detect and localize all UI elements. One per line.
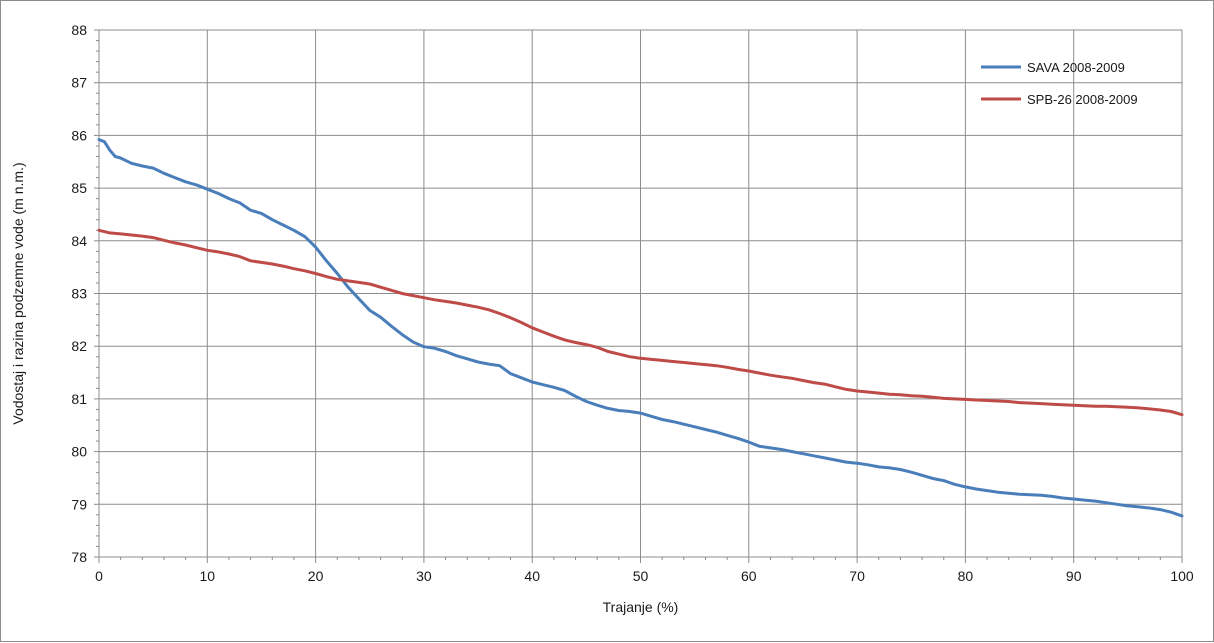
series-line-2 — [97, 228, 1184, 417]
y-tick-label: 78 — [71, 549, 87, 565]
y-axis-title: Vodostaj i razina podzemne vode (m n.m.) — [10, 162, 26, 424]
x-tick-label: 50 — [633, 568, 649, 584]
axes: 78 79 80 81 82 83 84 85 86 87 88 0 10 20 30 40 50 60 70 80 9… — [71, 22, 1193, 584]
y-tick-label: 83 — [71, 286, 87, 302]
series-lines — [97, 138, 1184, 518]
y-tick-label: 82 — [71, 338, 87, 354]
y-tick-label: 80 — [71, 444, 87, 460]
legend-label: SAVA 2008-2009 — [1027, 60, 1125, 75]
y-tick-label: 86 — [71, 127, 87, 143]
y-tick-label: 79 — [71, 496, 87, 512]
x-tick-label: 0 — [95, 568, 103, 584]
legend: SAVA 2008-2009 SPB-26 2008-2009 — [981, 60, 1138, 107]
y-tick-label: 87 — [71, 75, 87, 91]
x-tick-label: 60 — [741, 568, 757, 584]
y-tick-label: 85 — [71, 180, 87, 196]
x-tick-label: 10 — [200, 568, 216, 584]
legend-label: SPB-26 2008-2009 — [1027, 92, 1138, 107]
x-tick-label: 20 — [308, 568, 324, 584]
x-tick-label: 100 — [1170, 568, 1194, 584]
x-tick-label: 30 — [416, 568, 432, 584]
grid-lines — [99, 29, 1183, 557]
y-tick-label: 81 — [71, 391, 87, 407]
x-axis-title: Trajanje (%) — [603, 599, 679, 615]
x-tick-label: 80 — [958, 568, 974, 584]
x-tick-label: 70 — [849, 568, 865, 584]
x-tick-label: 90 — [1066, 568, 1082, 584]
series-line-1 — [97, 138, 1184, 518]
y-tick-label: 84 — [71, 233, 87, 249]
x-tick-label: 40 — [524, 568, 540, 584]
y-tick-label: 88 — [71, 22, 87, 38]
